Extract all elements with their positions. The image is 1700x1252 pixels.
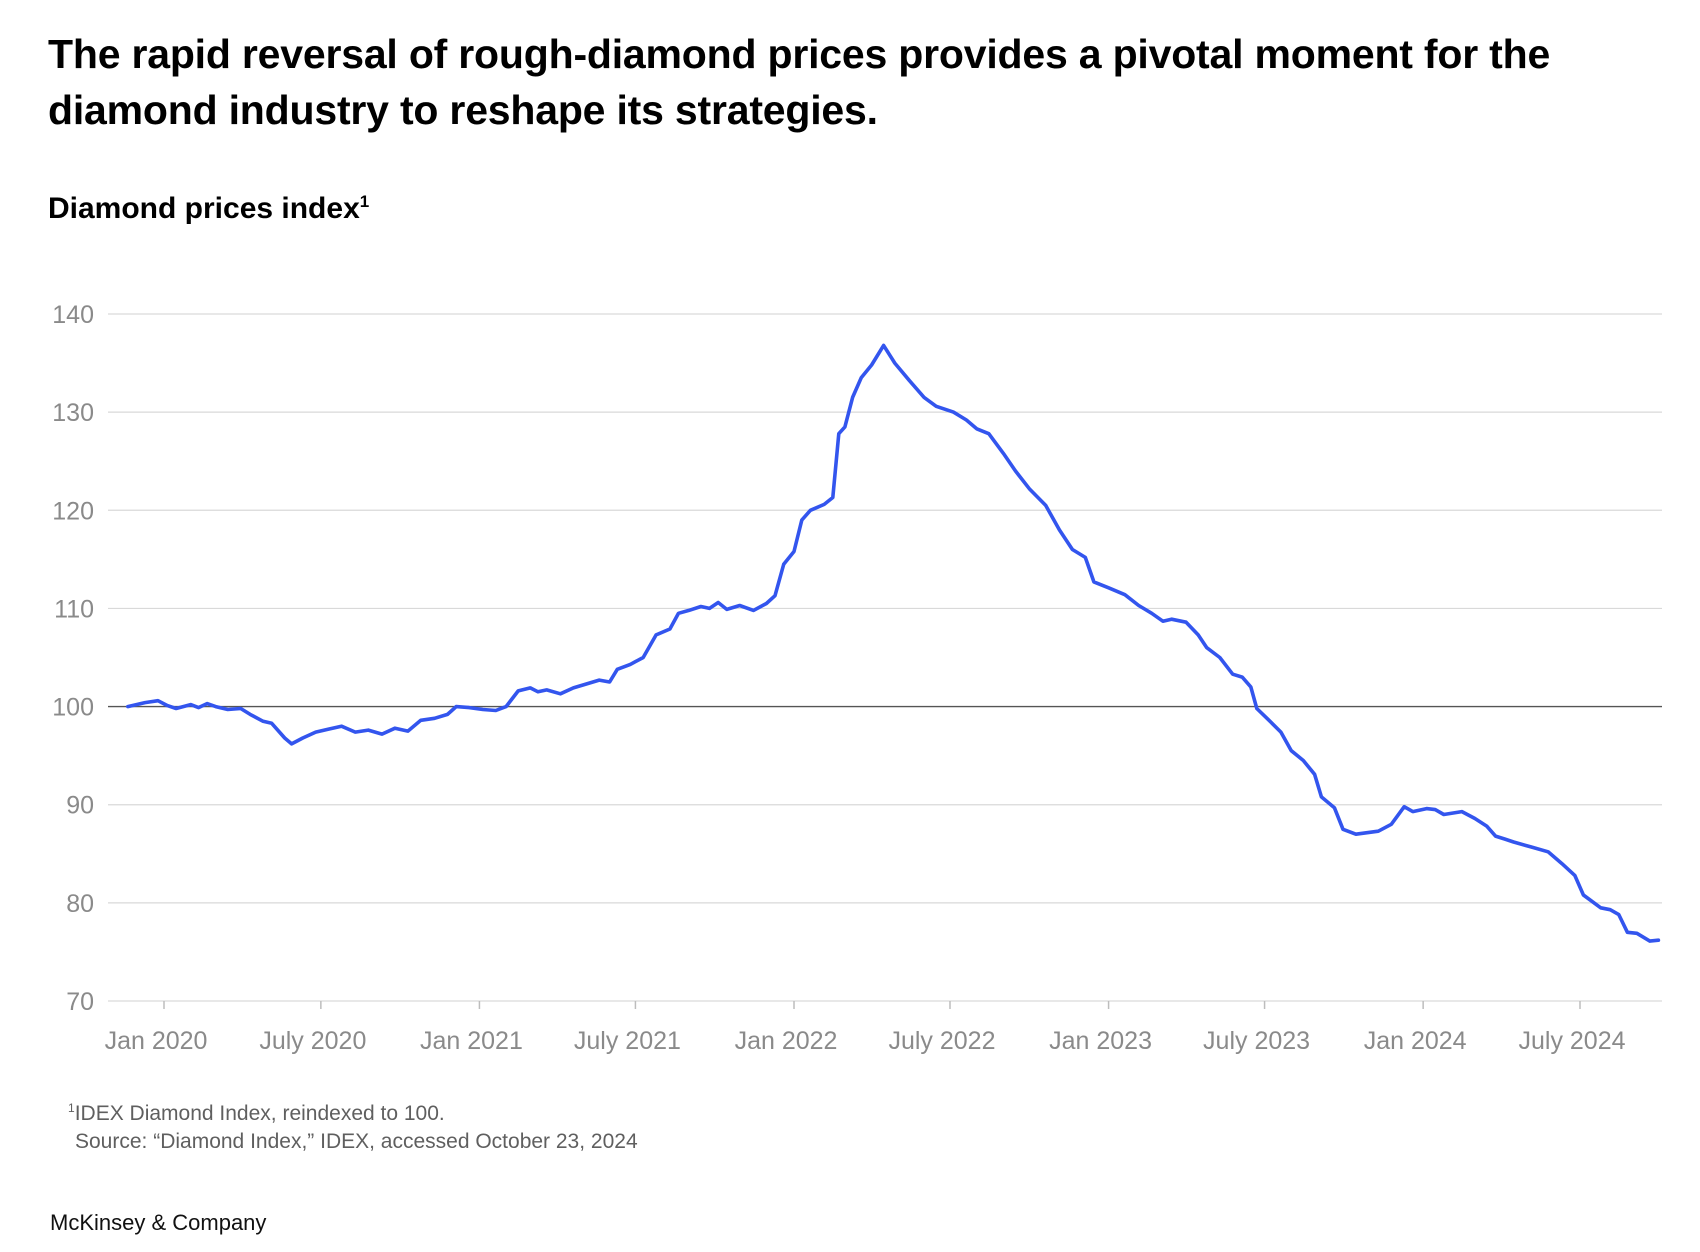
y-tick-label: 120 — [52, 497, 94, 525]
x-tick-label: Jan 2022 — [735, 1027, 838, 1055]
footnote-text: IDEX Diamond Index, reindexed to 100. — [74, 1102, 445, 1125]
y-tick-label: 80 — [66, 890, 94, 918]
brand-logo-text: McKinsey & Company — [50, 1210, 267, 1235]
x-tick-label: July 2023 — [1203, 1027, 1310, 1055]
x-axis-ticks: Jan 2020 July 2020 Jan 2021 July 2021 Jan 20… — [105, 1001, 1626, 1055]
footnote: 1IDEX Diamond Index, reindexed to 100. — [68, 1102, 445, 1126]
gridlines — [108, 313, 1662, 1002]
y-tick-label: 100 — [52, 694, 94, 722]
series-line — [126, 343, 1661, 943]
x-tick-label: Jan 2020 — [105, 1027, 208, 1055]
x-tick-label: July 2022 — [888, 1027, 995, 1055]
chart-subtitle: Diamond prices index1 — [48, 192, 369, 226]
subtitle-text: Diamond prices index — [48, 192, 360, 225]
x-tick-label: Jan 2023 — [1049, 1027, 1152, 1055]
y-tick-label: 140 — [52, 301, 94, 329]
x-tick-label: July 2020 — [259, 1027, 366, 1055]
x-tick-label: Jan 2021 — [420, 1027, 523, 1055]
subtitle-footnote-mark: 1 — [359, 192, 370, 211]
page-title: The rapid reversal of rough-diamond pric… — [48, 31, 1551, 133]
y-tick-label: 130 — [52, 399, 94, 427]
y-tick-label: 110 — [54, 595, 94, 623]
y-tick-label: 90 — [66, 792, 94, 820]
source-note: Source: “Diamond Index,” IDEX, accessed … — [75, 1130, 638, 1153]
x-tick-label: July 2021 — [574, 1027, 681, 1055]
series-layer — [126, 343, 1661, 943]
x-tick-label: Jan 2024 — [1364, 1027, 1467, 1055]
y-axis-ticks: 70 80 90 100 110 120 130 140 — [52, 301, 94, 1016]
footnote-mark: 1 — [68, 1101, 75, 1115]
x-tick-label: July 2024 — [1518, 1027, 1625, 1055]
y-tick-label: 70 — [66, 988, 94, 1016]
